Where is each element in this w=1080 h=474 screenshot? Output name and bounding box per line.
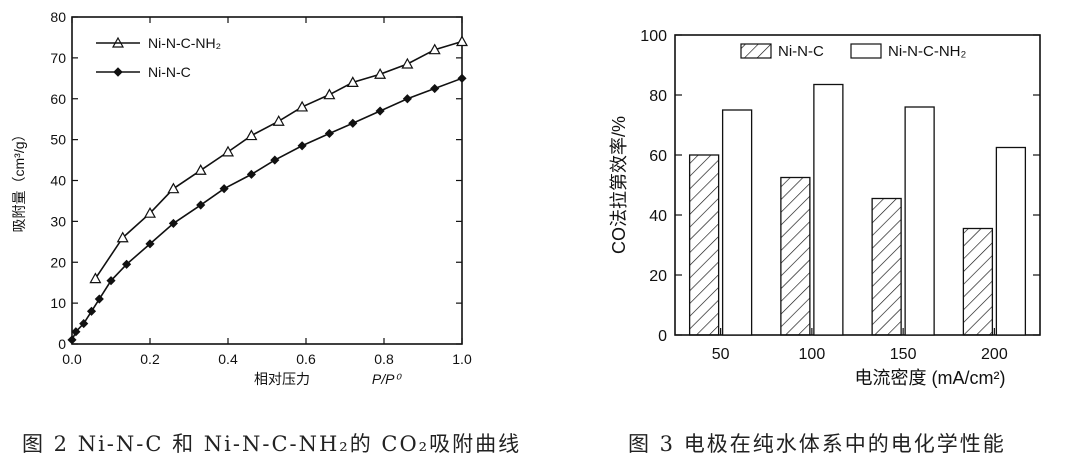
data-point-triangle bbox=[143, 206, 157, 218]
x-tick-label: 100 bbox=[799, 346, 826, 363]
data-point-triangle bbox=[272, 114, 285, 126]
data-point-diamond bbox=[375, 106, 385, 116]
data-point-diamond bbox=[457, 73, 467, 83]
x-tick-label: 1.0 bbox=[452, 351, 472, 367]
adsorption-chart: 0 10 20 30 40 50 60 70 80 0.0 0.2 0.4 0.6 0.8 1.0 吸附量… bbox=[11, 9, 472, 387]
data-point-triangle bbox=[245, 129, 258, 141]
data-point-diamond bbox=[168, 218, 178, 228]
y-tick-label: 60 bbox=[649, 148, 667, 165]
data-point-diamond bbox=[297, 141, 307, 151]
legend-label-nnc: Ni-N-C bbox=[148, 64, 191, 80]
data-point-diamond bbox=[270, 155, 280, 165]
data-point-diamond bbox=[348, 118, 358, 128]
y-tick-label: 40 bbox=[649, 208, 667, 225]
figure-3-caption: 图 3 电极在纯水体系中的电化学性能 bbox=[628, 432, 1006, 456]
y-tick-label: 70 bbox=[50, 50, 66, 66]
y-tick-label: 100 bbox=[640, 28, 667, 45]
data-point-diamond bbox=[402, 94, 412, 104]
x-tick-label: 0.6 bbox=[296, 351, 316, 367]
x-axis-ticks: 0.0 0.2 0.4 0.6 0.8 1.0 bbox=[62, 17, 472, 367]
data-point-diamond bbox=[324, 128, 334, 139]
bar-nh2-150 bbox=[904, 106, 935, 336]
data-point-diamond bbox=[67, 335, 77, 345]
legend-swatch-hatched bbox=[740, 43, 772, 59]
legend-label-nh2: Ni-N-C-NH₂ bbox=[148, 35, 221, 51]
legend-label-nnc: Ni-N-C bbox=[778, 43, 824, 60]
y-tick-label: 40 bbox=[50, 173, 66, 189]
x-axis-label: 相对压力 bbox=[254, 371, 310, 387]
x-tick-label: 0.2 bbox=[140, 351, 160, 367]
bar-nh2-50 bbox=[721, 109, 753, 336]
y-tick-label: 30 bbox=[50, 213, 66, 229]
y-axis-ticks: 0 20 40 60 80 100 bbox=[640, 28, 1040, 345]
bar-nnc-50 bbox=[688, 154, 720, 336]
data-point-triangle bbox=[346, 76, 359, 88]
data-point-diamond bbox=[79, 318, 89, 329]
y-tick-label: 0 bbox=[58, 336, 66, 352]
data-point-triangle bbox=[89, 272, 102, 284]
data-point-diamond bbox=[94, 294, 104, 304]
data-point-triangle bbox=[455, 35, 469, 47]
legend-swatch-open bbox=[850, 43, 882, 59]
data-point-diamond bbox=[145, 239, 155, 249]
x-tick-label: 50 bbox=[712, 346, 730, 363]
legend-label-nh2: Ni-N-C-NH₂ bbox=[888, 43, 966, 60]
y-axis-label: 吸附量（cm³/g） bbox=[11, 128, 27, 233]
data-point-diamond bbox=[86, 306, 97, 316]
legend-marker-diamond bbox=[113, 67, 123, 77]
y-tick-label: 80 bbox=[649, 88, 667, 105]
data-point-diamond bbox=[106, 276, 116, 286]
figure-2-caption: 图 2 Ni-N-C 和 Ni-N-C-NH₂的 CO₂吸附曲线 bbox=[22, 432, 522, 456]
data-point-diamond bbox=[196, 200, 206, 210]
series-line-nnc bbox=[71, 77, 463, 341]
x-tick-label: 200 bbox=[981, 346, 1008, 363]
data-point-diamond bbox=[430, 83, 440, 94]
bar-nnc-200 bbox=[962, 227, 994, 336]
data-point-triangle bbox=[374, 67, 387, 79]
efficiency-chart: 0 20 40 60 80 100 50 100 150 200 CO法拉第效率/% 电流密度 … bbox=[609, 28, 1041, 388]
bar-nh2-200 bbox=[995, 146, 1027, 336]
bar-series bbox=[688, 83, 1027, 336]
data-point-triangle bbox=[401, 57, 414, 69]
x-axis-ticks: 50 100 150 200 bbox=[712, 328, 1008, 363]
x-tick-label: 150 bbox=[890, 346, 917, 363]
data-point-triangle bbox=[116, 231, 129, 243]
legend: Ni-N-C-NH₂ Ni-N-C bbox=[96, 35, 221, 80]
x-axis-label: 电流密度 (mA/cm²) bbox=[855, 368, 1006, 388]
x-tick-label: 0.0 bbox=[62, 351, 82, 367]
y-tick-label: 10 bbox=[50, 295, 66, 311]
data-point-triangle bbox=[323, 88, 336, 100]
legend-marker-triangle bbox=[111, 36, 125, 48]
y-tick-label: 60 bbox=[50, 91, 66, 107]
legend: Ni-N-C Ni-N-C-NH₂ bbox=[740, 43, 966, 60]
plot-frame bbox=[674, 34, 1041, 336]
data-point-triangle bbox=[194, 164, 207, 175]
plot-series bbox=[67, 35, 469, 345]
y-axis-ticks: 0 10 20 30 40 50 60 70 80 bbox=[50, 9, 462, 352]
data-point-diamond bbox=[219, 184, 229, 194]
y-tick-label: 20 bbox=[50, 254, 66, 270]
bar-nh2-100 bbox=[813, 83, 844, 336]
data-point-diamond bbox=[246, 169, 256, 179]
bar-nnc-100 bbox=[780, 176, 811, 336]
data-point-triangle bbox=[296, 100, 309, 112]
data-point-diamond bbox=[122, 259, 132, 269]
x-tick-label: 0.8 bbox=[374, 351, 394, 367]
data-point-triangle bbox=[167, 182, 180, 194]
y-tick-label: 0 bbox=[658, 328, 667, 345]
y-tick-label: 80 bbox=[50, 9, 66, 25]
y-axis-label: CO法拉第效率/% bbox=[609, 116, 629, 254]
x-tick-label: 0.4 bbox=[218, 351, 238, 367]
x-axis-variable: P/P⁰ bbox=[372, 371, 403, 387]
data-point-diamond bbox=[71, 327, 81, 337]
bar-nnc-150 bbox=[871, 197, 902, 336]
y-tick-label: 20 bbox=[649, 268, 667, 285]
data-point-triangle bbox=[428, 43, 441, 55]
data-point-triangle bbox=[221, 145, 235, 157]
y-tick-label: 50 bbox=[50, 132, 66, 148]
